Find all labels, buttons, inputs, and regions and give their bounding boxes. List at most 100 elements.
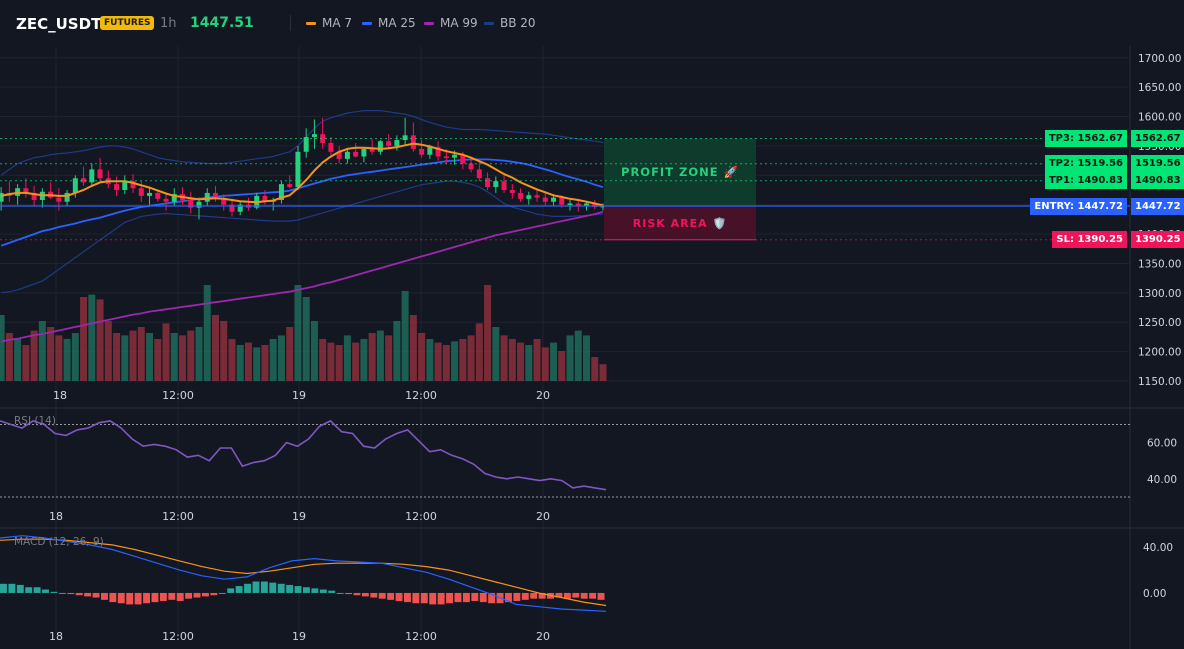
y-tick-label: 1200.00 xyxy=(1138,347,1181,359)
tp3-price-tag: 1562.67 xyxy=(1131,129,1184,147)
volume-bar xyxy=(533,339,541,381)
candle-body xyxy=(402,135,408,141)
macd-histogram-bar xyxy=(420,592,428,604)
x-tick-label: 12:00 xyxy=(405,389,437,402)
volume-bar xyxy=(574,330,582,381)
volume-bar xyxy=(244,342,252,381)
volume-bar xyxy=(310,321,318,381)
macd-histogram-bar xyxy=(0,583,7,593)
legend-ma7[interactable]: MA 7 xyxy=(306,16,352,30)
candle-body xyxy=(72,178,78,193)
macd-y-tick: 40.00 xyxy=(1143,542,1173,554)
candle-body xyxy=(526,195,532,199)
legend-bb20[interactable]: BB 20 xyxy=(484,16,536,30)
macd-histogram-bar xyxy=(202,592,209,597)
volume-bar xyxy=(22,345,30,381)
volume-bar xyxy=(113,333,121,381)
candle-body xyxy=(435,147,441,157)
candle-body xyxy=(212,192,218,199)
timeframe-selector[interactable]: 1h xyxy=(160,16,177,31)
y-tick-label: 1250.00 xyxy=(1138,317,1181,329)
candle-body xyxy=(361,148,367,157)
volume-bar xyxy=(269,339,277,381)
y-tick-label: 1650.00 xyxy=(1138,82,1181,94)
macd-histogram-bar xyxy=(277,583,285,593)
candle-body xyxy=(147,192,153,196)
volume-bar xyxy=(236,345,244,381)
volume-bar xyxy=(203,285,211,381)
volume-bar xyxy=(63,339,71,381)
candle-body xyxy=(237,204,243,212)
candle-body xyxy=(0,192,4,202)
macd-histogram-bar xyxy=(462,592,470,603)
macd-histogram-bar xyxy=(159,592,167,601)
macd-histogram-bar xyxy=(370,592,378,598)
volume-bar xyxy=(352,342,360,381)
candle-body xyxy=(64,192,70,202)
candle-body xyxy=(229,204,235,212)
ma25-swatch xyxy=(362,21,372,25)
candle-body xyxy=(204,192,210,202)
macd-histogram-bar xyxy=(286,584,294,593)
candle-body xyxy=(56,197,62,202)
macd-histogram-bar xyxy=(361,592,369,597)
y-tick-label: 1700.00 xyxy=(1138,53,1181,65)
volume-bar xyxy=(88,294,96,381)
candle-body xyxy=(278,184,284,200)
candle-body xyxy=(171,194,177,202)
x-tick-label: 18 xyxy=(49,510,63,523)
legend-ma99[interactable]: MA 99 xyxy=(424,16,478,30)
candle-body xyxy=(476,169,482,179)
volume-bar xyxy=(492,327,500,381)
volume-bar xyxy=(434,342,442,381)
legend-ma25[interactable]: MA 25 xyxy=(362,16,416,30)
macd-histogram-bar xyxy=(92,592,100,598)
macd-histogram-bar xyxy=(530,592,538,599)
candle-body xyxy=(89,169,95,183)
volume-bar xyxy=(154,339,162,381)
volume-bar xyxy=(55,335,63,381)
profit-zone xyxy=(604,138,756,207)
candle-body xyxy=(311,134,317,138)
candle-body xyxy=(485,178,491,188)
macd-histogram-bar xyxy=(126,592,134,605)
candle-body xyxy=(584,203,590,206)
tp2-tag: TP2: 1519.56 xyxy=(1044,155,1127,173)
macd-histogram-bar xyxy=(185,592,193,599)
volume-bar xyxy=(211,315,219,381)
chart-header: ZEC_USDT FUTURES 1h 1447.51 MA 7 MA 25 M… xyxy=(0,0,1184,46)
volume-bar xyxy=(426,339,434,381)
volume-bar xyxy=(80,297,88,381)
candle-body xyxy=(114,184,120,190)
macd-histogram-bar xyxy=(319,589,327,593)
macd-histogram-bar xyxy=(488,592,496,604)
x-tick-label: 12:00 xyxy=(162,630,194,643)
macd-signal-line xyxy=(0,538,607,607)
entry-tag: ENTRY: 1447.72 xyxy=(1030,197,1127,215)
macd-histogram-bar xyxy=(521,592,529,600)
bb20-swatch xyxy=(484,21,494,25)
volume-bar xyxy=(517,342,525,381)
macd-histogram-bar xyxy=(454,592,462,603)
profit-zone-label: PROFIT ZONE 🚀 xyxy=(621,165,739,179)
volume-bar xyxy=(409,315,417,381)
macd-line xyxy=(0,535,607,612)
macd-histogram-bar xyxy=(294,586,302,593)
macd-histogram-bar xyxy=(446,592,453,604)
macd-histogram-bar xyxy=(437,592,445,605)
x-tick-label: 18 xyxy=(53,389,67,402)
x-tick-label: 12:00 xyxy=(405,510,437,523)
volume-bar xyxy=(179,335,187,381)
candle-body xyxy=(592,203,598,208)
volume-bar xyxy=(541,347,549,381)
macd-histogram-bar xyxy=(101,592,108,600)
volume-bar xyxy=(368,333,376,381)
macd-histogram-bar xyxy=(117,592,125,604)
volume-bar xyxy=(508,339,516,381)
x-tick-label: 19 xyxy=(292,510,306,523)
symbol-title[interactable]: ZEC_USDT xyxy=(16,15,102,33)
tp2-price-tag: 1519.56 xyxy=(1131,155,1184,173)
volume-bar xyxy=(525,345,533,381)
candle-body xyxy=(353,151,359,157)
